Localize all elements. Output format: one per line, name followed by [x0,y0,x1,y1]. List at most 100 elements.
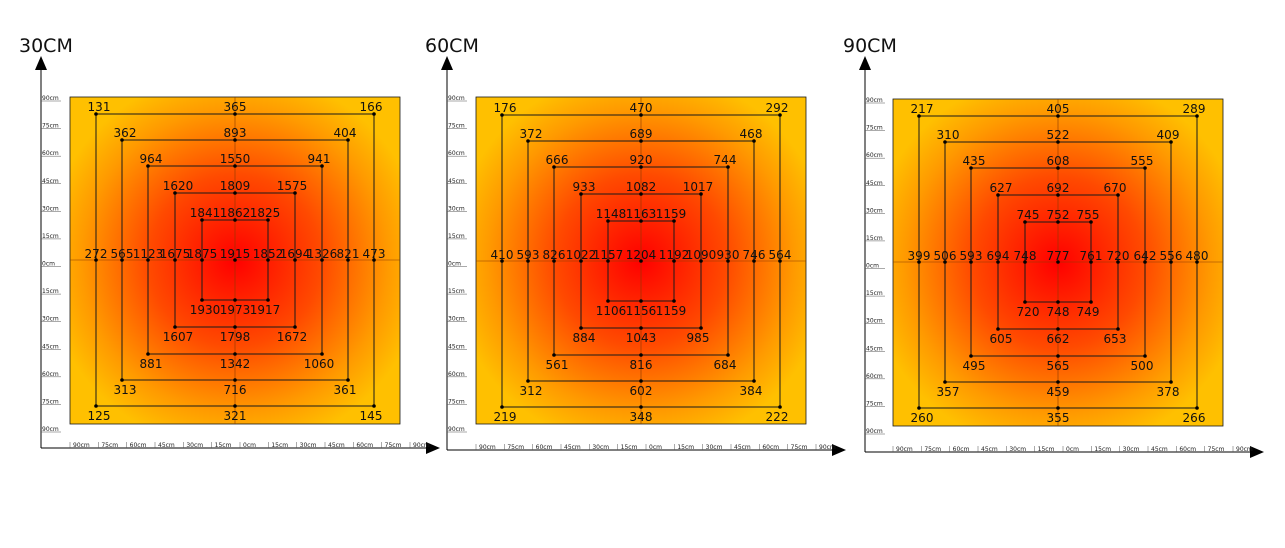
value-label-br: 1672 [277,330,308,344]
value-label-br: 1159 [656,304,687,318]
measurement-point [917,406,921,410]
x-tick-label: 75cm [791,444,808,451]
value-label-mr: 761 [1080,249,1103,263]
measurement-point [526,379,530,383]
center-point [1056,260,1060,264]
measurement-point [579,326,583,330]
value-label-tl: 310 [937,128,960,142]
center-value-label: 777 [1047,249,1070,263]
value-label-bl: 495 [963,359,986,373]
value-label-tl: 933 [573,180,596,194]
y-tick-label: 90cm [42,426,59,433]
x-tick-label: 75cm [924,446,941,453]
value-label-ml: 272 [85,247,108,261]
value-label-tl: 666 [546,153,569,167]
y-tick-label: 45cm [42,178,59,185]
value-label-bl: 312 [520,384,543,398]
y-tick-label: 15cm [448,233,465,240]
measurement-point [1116,260,1120,264]
measurement-point [120,378,124,382]
measurement-point [233,191,237,195]
measurement-point [146,352,150,356]
x-tick-label: 60cm [356,442,373,449]
y-tick-label: 30cm [866,207,883,214]
x-tick-label: 75cm [101,442,118,449]
measurement-point [500,405,504,409]
measurement-point [173,191,177,195]
value-label-ml: 593 [517,248,540,262]
value-label-mr: 564 [769,248,792,262]
x-tick-label: 90cm [479,444,496,451]
x-tick-label: 15cm [1038,446,1055,453]
value-label-tl: 1841 [190,206,221,220]
value-label-br: 749 [1077,305,1100,319]
measurement-point [752,259,756,263]
measurement-point [1056,114,1060,118]
value-label-bl: 881 [140,357,163,371]
y-tick-label: 60cm [448,371,465,378]
measurement-point [173,258,177,262]
x-tick-label: 30cm [1123,446,1140,453]
measurement-point [778,113,782,117]
measurement-point [200,298,204,302]
measurement-point [639,219,643,223]
measurement-point [996,260,1000,264]
x-tick-label: 45cm [734,444,751,451]
measurement-point [552,259,556,263]
measurement-ring-2: 310 522 409 506 556 357 459 378 [934,128,1183,399]
axes: 90cm 90cm 75cm 75cm 60cm 60cm 45cm 45cm 30cm 30cm… [859,56,1264,458]
measurement-point [1056,380,1060,384]
center-value-label: 1915 [220,247,251,261]
measurement-point [1116,327,1120,331]
value-label-br: 361 [334,383,357,397]
measurement-point [699,192,703,196]
value-label-tr: 409 [1157,128,1180,142]
value-label-ml: 1123 [133,247,164,261]
measurement-point [146,258,150,262]
measurement-point [996,193,1000,197]
value-label-bm: 565 [1047,359,1070,373]
y-tick-label: 45cm [448,178,465,185]
measurement-point [639,353,643,357]
value-label-bl: 357 [937,385,960,399]
x-tick-label: 60cm [1179,446,1196,453]
y-tick-label: 75cm [42,398,59,405]
value-label-bm: 321 [224,409,247,423]
y-axis-arrow-icon [35,56,47,70]
x-tick-label: 90cm [819,444,836,451]
x-tick-label: 45cm [564,444,581,451]
measurement-point [639,139,643,143]
value-label-tl: 372 [520,127,543,141]
value-label-tl: 964 [140,152,163,166]
measurement-point [726,353,730,357]
x-tick-label: 15cm [1094,446,1111,453]
x-tick-label: 15cm [215,442,232,449]
x-tick-label: 30cm [300,442,317,449]
measurement-point [1023,260,1027,264]
measurement-point [726,259,730,263]
measurement-point [579,192,583,196]
value-label-mr: 1326 [307,247,338,261]
x-tick-label: 45cm [158,442,175,449]
measurement-point [233,352,237,356]
measurement-point [200,258,204,262]
measurement-point [1056,406,1060,410]
panel-title: 90CM [843,35,897,57]
measurement-point [233,164,237,168]
measurement-point [672,259,676,263]
measurement-point [266,258,270,262]
measurement-point [94,112,98,116]
value-label-tr: 744 [714,153,737,167]
y-tick-label: 45cm [42,343,59,350]
measurement-point [1056,140,1060,144]
measurement-point [1169,140,1173,144]
value-label-bm: 748 [1047,305,1070,319]
x-tick-label: 60cm [536,444,553,451]
y-tick-label: 75cm [866,400,883,407]
y-axis-arrow-icon [441,56,453,70]
y-tick-label: 75cm [448,398,465,405]
x-tick-label: 90cm [73,442,90,449]
value-label-tm: 689 [630,127,653,141]
measurement-point [1143,354,1147,358]
